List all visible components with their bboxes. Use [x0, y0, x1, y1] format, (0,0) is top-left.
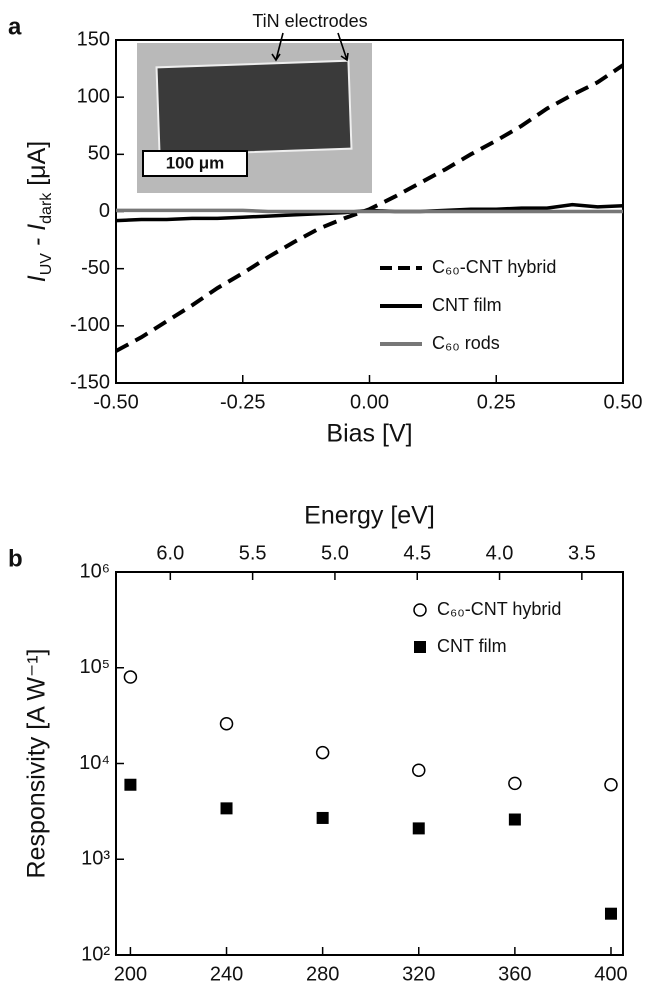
y-tick-label: 150	[77, 28, 110, 50]
y-tick-label: 10⁵	[79, 656, 110, 678]
y-axis-title-part: I	[23, 224, 51, 231]
legend-label: C₆₀-CNT hybrid	[437, 599, 561, 619]
marker	[316, 811, 329, 824]
x2-tick-label: 6.0	[156, 542, 184, 564]
scale-bar-label: 100 μm	[166, 153, 225, 172]
marker	[412, 822, 425, 835]
y-tick-label: 50	[88, 143, 110, 165]
marker	[220, 802, 233, 815]
y-axis-title-part: -	[23, 231, 51, 253]
x-tick-label: 360	[498, 963, 531, 985]
x2-tick-label: 4.5	[403, 542, 431, 564]
legend-label: CNT film	[437, 636, 507, 656]
marker	[412, 763, 426, 778]
series-line	[116, 208, 623, 214]
panel-label: a	[8, 13, 22, 40]
x2-axis-title: Energy [eV]	[304, 502, 435, 530]
y-tick-label: 100	[77, 85, 110, 107]
x2-tick-label: 3.5	[568, 542, 596, 564]
panel-label: b	[8, 545, 23, 572]
inset-device	[155, 59, 353, 157]
marker	[315, 745, 330, 760]
x-tick-label: -0.50	[93, 391, 139, 413]
y-tick-label: 10⁶	[80, 560, 110, 582]
x-tick-label: 280	[306, 963, 339, 985]
y-axis-title: Responsivity [A W⁻¹]	[23, 649, 51, 879]
plot-frame	[115, 571, 624, 956]
y-tick-label: 0	[99, 200, 110, 222]
x2-tick-label: 5.0	[321, 542, 349, 564]
y-axis-title: IUV - Idark [μA]	[23, 141, 55, 282]
scale-bar-box	[142, 150, 248, 177]
x-tick-label: 320	[402, 963, 435, 985]
x-tick-label: 240	[210, 963, 243, 985]
marker	[124, 778, 137, 791]
y-axis-title-part: [μA]	[23, 141, 51, 193]
marker	[604, 907, 617, 920]
x-tick-label: 0.00	[350, 391, 389, 413]
legend-marker	[414, 641, 426, 653]
y-axis-title-part: UV	[38, 253, 55, 276]
marker	[508, 776, 522, 791]
x-tick-label: 0.25	[477, 391, 516, 413]
y-tick-label: -100	[70, 314, 110, 336]
legend-label: C₆₀ rods	[432, 333, 500, 353]
marker	[604, 777, 618, 792]
inset: 100 μm TiN electrodes	[137, 11, 372, 193]
y-tick-label: -150	[70, 371, 110, 393]
inset-annotation: TiN electrodes	[252, 11, 367, 31]
x-tick-label: 400	[594, 963, 627, 985]
marker	[123, 670, 138, 684]
y-tick-label: 10³	[81, 848, 110, 870]
x-tick-label: -0.25	[220, 391, 266, 413]
legend-label: CNT film	[432, 295, 502, 315]
x-tick-label: 200	[114, 963, 147, 985]
x-tick-label: 0.50	[604, 391, 643, 413]
y-tick-label: -50	[81, 257, 110, 279]
x-axis-title: Bias [V]	[326, 420, 412, 448]
marker	[508, 813, 521, 826]
y-axis-title-part: dark	[38, 192, 55, 224]
x-axis-title: Wavelength [nm]	[276, 992, 463, 995]
marker	[219, 717, 234, 731]
y-axis-title-part: I	[23, 275, 51, 282]
x2-tick-label: 4.0	[486, 542, 514, 564]
x2-tick-label: 5.5	[239, 542, 267, 564]
y-tick-label: 10²	[81, 943, 110, 965]
y-tick-label: 10⁴	[79, 752, 110, 774]
legend-marker	[413, 603, 427, 617]
legend-label: C₆₀-CNT hybrid	[432, 257, 556, 277]
annotation-arrows	[271, 32, 349, 62]
